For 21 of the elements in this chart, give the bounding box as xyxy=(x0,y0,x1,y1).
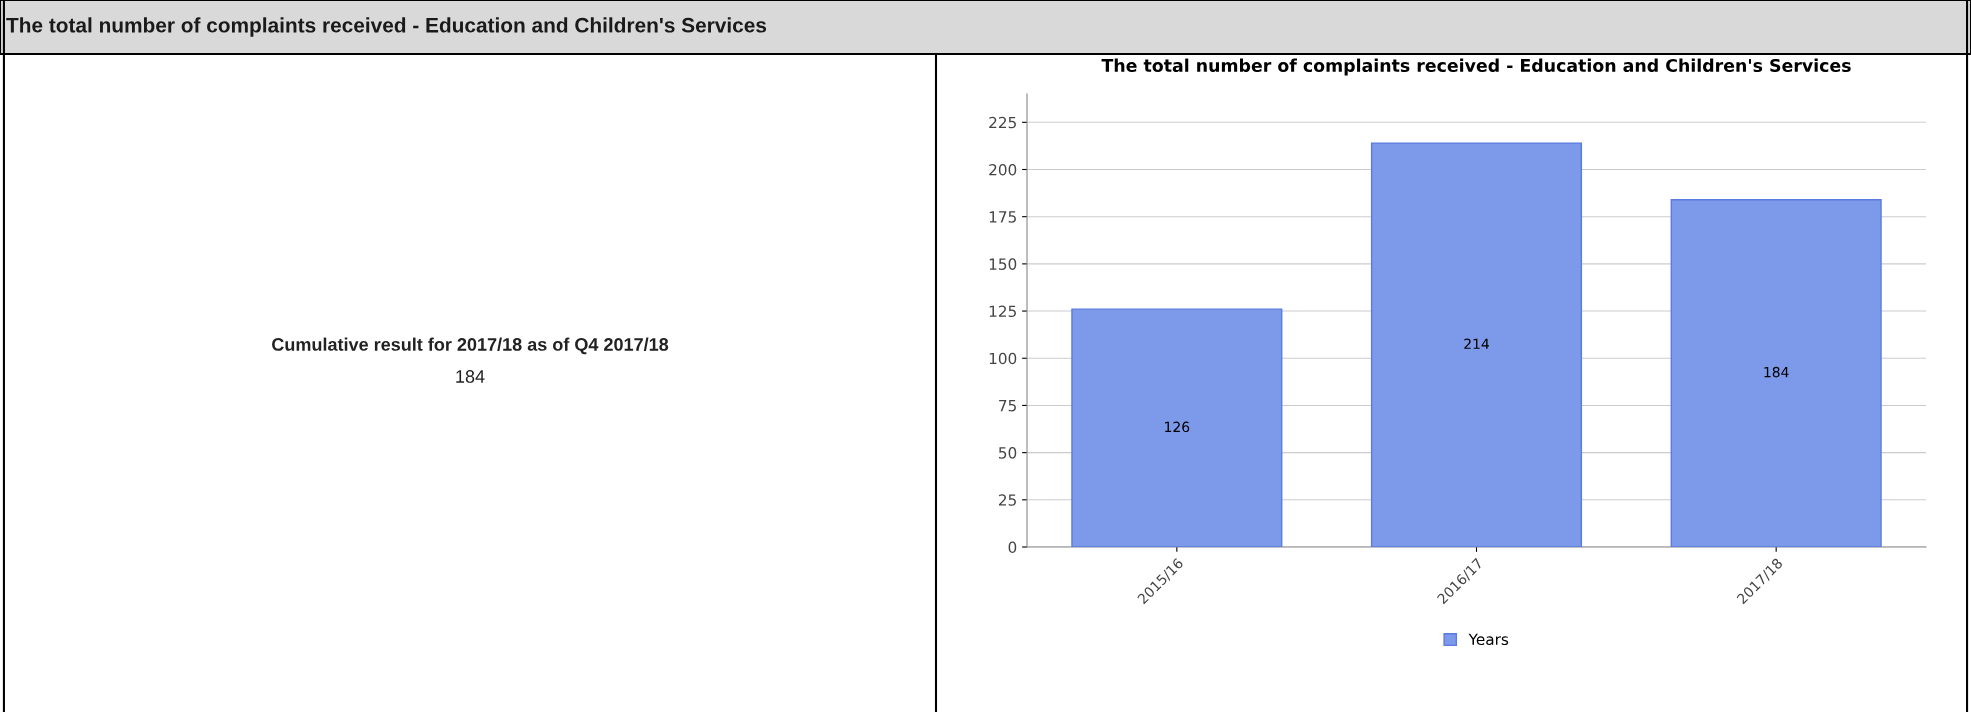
bar xyxy=(1370,142,1583,547)
y-tick-label: 225 xyxy=(989,116,1016,129)
bar xyxy=(1071,308,1283,547)
data-label: 184 xyxy=(1764,366,1789,378)
text: Cumulative result for 2017/18 as of Q4 2017/18 xyxy=(272,337,669,355)
y-tick-label: 50 xyxy=(999,447,1017,459)
y-tick-label: 75 xyxy=(999,400,1016,412)
legend-label: Years xyxy=(1468,633,1509,646)
y-tick-label: 125 xyxy=(989,305,1016,318)
bar xyxy=(1670,199,1882,547)
y-tick-label: 25 xyxy=(998,494,1016,506)
y-tick-label: 100 xyxy=(989,352,1017,365)
chart-title: The total number of complaints received - Education and Children's Services xyxy=(1101,58,1851,76)
y-tick-label: 175 xyxy=(989,211,1016,223)
y-tick-label: 200 xyxy=(989,163,1017,176)
y-tick-label: 0 xyxy=(1008,541,1017,554)
text: 184 xyxy=(456,370,485,383)
text: The total number of complaints received - Education and Children's Services xyxy=(6,17,767,37)
data-label: 214 xyxy=(1464,338,1489,349)
data-label: 126 xyxy=(1165,421,1190,433)
y-tick-label: 150 xyxy=(989,258,1017,270)
